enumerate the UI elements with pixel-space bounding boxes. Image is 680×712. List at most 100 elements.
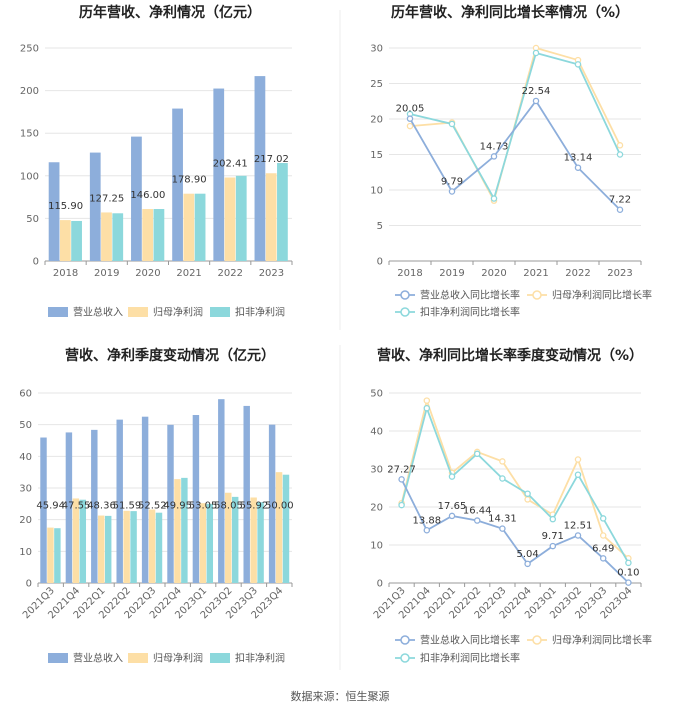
bar-revenue xyxy=(65,432,73,583)
bar-deducted-profit xyxy=(194,193,206,261)
bar-net-profit xyxy=(265,173,277,261)
y-tick-label: 15 xyxy=(370,150,383,161)
bar-deducted-profit xyxy=(257,502,264,583)
bar-deducted-profit xyxy=(71,220,82,261)
y-tick-label: 40 xyxy=(370,427,383,438)
y-tick-label: 250 xyxy=(20,44,39,55)
data-label: 115.90 xyxy=(48,201,83,212)
y-tick-label: 150 xyxy=(20,129,39,140)
x-tick-label: 2023 xyxy=(607,268,632,279)
legend-swatch-marker xyxy=(400,290,410,300)
bar-deducted-profit xyxy=(155,512,163,583)
y-tick-label: 200 xyxy=(20,86,39,97)
point-revenue xyxy=(398,476,405,483)
bar-revenue xyxy=(218,399,225,583)
point-net-profit xyxy=(524,496,531,503)
point-deducted-profit xyxy=(574,61,582,68)
x-tick-label: 2022 xyxy=(218,268,243,279)
data-label: 51.59 xyxy=(113,501,142,512)
legend: 营业总收入 归母净利润 扣非净利润 xyxy=(48,306,285,319)
point-net-profit xyxy=(406,122,414,130)
data-label: 50.00 xyxy=(265,501,294,512)
chart-title: 历年营收、净利同比增长率情况（%） xyxy=(391,4,629,21)
data-label: 9.79 xyxy=(441,176,463,187)
data-label: 12.51 xyxy=(564,520,593,531)
legend-swatch-marker xyxy=(400,307,410,317)
y-tick-label: 30 xyxy=(19,484,32,495)
y-tick-label: 30 xyxy=(370,44,383,55)
y-tick-label: 50 xyxy=(370,389,383,400)
bar-revenue xyxy=(116,419,123,583)
data-label: 178.90 xyxy=(172,175,207,186)
data-label: 0.10 xyxy=(617,568,639,579)
y-tick-label: 20 xyxy=(19,515,32,526)
bar-deducted-profit xyxy=(54,528,61,583)
point-revenue xyxy=(524,560,531,568)
x-tick-label: 2019 xyxy=(94,268,119,279)
legend-label: 扣非净利润 xyxy=(235,652,285,665)
data-label: 52.52 xyxy=(138,501,167,512)
bar-revenue xyxy=(131,136,142,261)
bar-revenue xyxy=(172,108,183,261)
data-label: 13.88 xyxy=(412,515,441,526)
y-tick-label: 0 xyxy=(33,257,39,268)
x-tick-label: 2019 xyxy=(439,268,464,279)
bar-net-profit xyxy=(183,193,195,261)
bar-deducted-profit xyxy=(181,477,188,583)
legend-swatch xyxy=(128,653,148,663)
point-deducted-profit xyxy=(448,120,456,128)
point-net-profit xyxy=(616,142,624,149)
data-label: 14.31 xyxy=(488,514,517,525)
y-tick-label: 0 xyxy=(26,579,32,590)
y-tick-label: 10 xyxy=(19,547,32,558)
quarterly-revenue-profit-chart: 营收、净利季度变动情况（亿元） 01020304050602021Q32021Q… xyxy=(19,347,293,665)
data-label: 22.54 xyxy=(522,86,551,97)
point-net-profit xyxy=(599,532,607,539)
bar-revenue xyxy=(192,415,200,583)
data-label: 48.36 xyxy=(87,501,116,512)
bar-revenue xyxy=(213,88,225,261)
point-deducted-profit xyxy=(549,515,557,523)
legend: 营业总收入 归母净利润 扣非净利润 xyxy=(48,652,285,665)
bar-revenue xyxy=(40,437,47,583)
data-label: 5.04 xyxy=(516,549,538,560)
point-deducted-profit xyxy=(499,475,506,482)
legend-swatch xyxy=(210,653,230,663)
bar-deducted-profit xyxy=(112,213,124,261)
x-tick-label: 2022 xyxy=(565,268,590,279)
point-revenue xyxy=(406,115,414,122)
bar-deducted-profit xyxy=(206,503,214,583)
point-revenue xyxy=(499,525,506,532)
x-tick-label: 2018 xyxy=(53,268,78,279)
data-label: 55.92 xyxy=(240,501,269,512)
point-revenue xyxy=(473,517,481,524)
bar-net-profit xyxy=(224,177,236,261)
data-label: 13.14 xyxy=(564,153,593,164)
bar-deducted-profit xyxy=(282,474,290,583)
legend-swatch xyxy=(48,307,68,317)
y-tick-label: 30 xyxy=(370,465,383,476)
data-label: 14.73 xyxy=(480,141,509,152)
bar-net-profit xyxy=(59,220,71,261)
legend-label: 营业总收入 xyxy=(73,652,123,665)
legend-label: 扣非净利润同比增长率 xyxy=(420,652,520,665)
y-tick-label: 5 xyxy=(377,221,383,232)
bar-revenue xyxy=(48,162,60,261)
y-tick-label: 20 xyxy=(370,115,383,126)
bar-net-profit xyxy=(250,497,257,583)
legend-label: 扣非净利润同比增长率 xyxy=(420,306,520,319)
point-deducted-profit xyxy=(423,404,431,412)
line-revenue xyxy=(400,478,630,584)
point-revenue xyxy=(625,579,632,586)
point-deducted-profit xyxy=(625,559,632,567)
legend-swatch xyxy=(210,307,230,317)
legend-swatch-marker xyxy=(400,653,410,663)
chart-title: 营收、净利季度变动情况（亿元） xyxy=(65,347,275,364)
legend-label: 营业总收入 xyxy=(73,306,123,319)
y-tick-label: 100 xyxy=(20,171,39,182)
plot-area: 0 50 100 150 200 250 2018 2019 2020 2021 2022 2023 1… xyxy=(20,44,293,279)
legend-label: 营业总收入同比增长率 xyxy=(420,289,520,302)
line-net-profit xyxy=(400,397,630,559)
legend-swatch-marker xyxy=(532,635,542,645)
